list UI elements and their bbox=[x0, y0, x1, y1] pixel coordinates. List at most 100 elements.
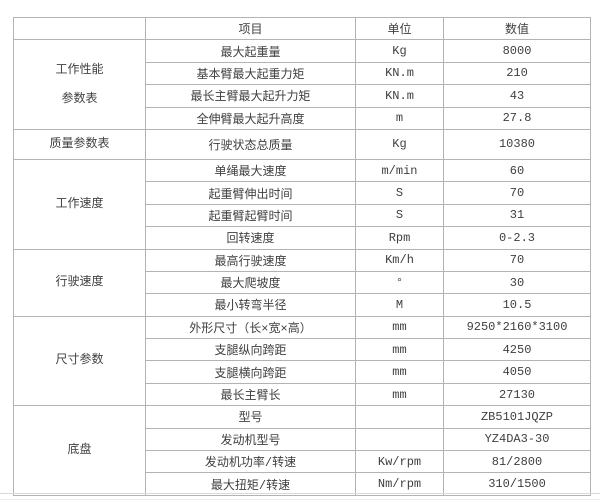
value-cell: 9250*2160*3100 bbox=[443, 315, 591, 340]
table-row: 尺寸参数 外形尺寸（长×宽×高） mm 9250*2160*3100 bbox=[13, 315, 591, 407]
item-cell: 发动机功率/转速 bbox=[145, 450, 356, 474]
value-cell: 8000 bbox=[443, 39, 591, 63]
table-row: 起重臂起臂时间 S 31 bbox=[14, 203, 591, 228]
item-cell: 最长主臂最大起升力矩 bbox=[145, 84, 356, 108]
item-cell: 回转速度 bbox=[145, 226, 356, 250]
table-row: 最大爬坡度 ° 30 bbox=[14, 270, 591, 295]
unit-cell bbox=[355, 405, 444, 429]
value-cell: 27130 bbox=[443, 382, 591, 407]
category-line: 底盘 bbox=[67, 443, 92, 458]
table-row: 发动机型号 YZ4DA3-30 bbox=[14, 427, 591, 452]
item-cell: 最高行驶速度 bbox=[145, 248, 356, 272]
unit-cell bbox=[355, 427, 444, 452]
header-row: 项目 单位 数值 bbox=[13, 16, 591, 41]
table-row: 最长主臂最大起升力矩 KN.m 43 bbox=[14, 84, 591, 108]
table-row: 工作速度 单绳最大速度 m/min 60 bbox=[13, 158, 591, 250]
unit-cell: m bbox=[355, 106, 444, 130]
item-cell: 最小转弯半径 bbox=[145, 293, 356, 317]
spec-table: 项目 单位 数值 工作性能 参数表 最大起重量 Kg 8000 基本臂最大起重力矩 KN.m… bbox=[13, 16, 591, 496]
unit-cell: Nm/rpm bbox=[355, 472, 444, 496]
value-cell: 4050 bbox=[443, 360, 591, 384]
table-row: 全伸臂最大起升高度 m 27.8 bbox=[14, 106, 591, 130]
category-line: 质量参数表 bbox=[49, 136, 110, 151]
unit-cell: mm bbox=[355, 315, 444, 340]
item-cell: 单绳最大速度 bbox=[145, 158, 356, 183]
item-cell: 支腿横向跨距 bbox=[145, 360, 356, 384]
category-line: 行驶速度 bbox=[55, 275, 104, 290]
table-row: 回转速度 Rpm 0-2.3 bbox=[14, 226, 591, 250]
table-row: 最小转弯半径 M 10.5 bbox=[14, 293, 591, 317]
header-category-cell bbox=[13, 16, 146, 41]
value-cell: 0-2.3 bbox=[443, 226, 591, 250]
category-cell: 行驶速度 bbox=[13, 248, 146, 317]
value-cell: 310/1500 bbox=[443, 472, 591, 496]
item-cell: 最大扭矩/转速 bbox=[145, 472, 356, 496]
table-row: 支腿横向跨距 mm 4050 bbox=[14, 360, 591, 384]
header-value-cell: 数值 bbox=[443, 16, 591, 41]
unit-cell: M bbox=[355, 293, 444, 317]
item-cell: 最大起重量 bbox=[145, 39, 356, 63]
value-cell: 27.8 bbox=[443, 106, 591, 130]
value-cell: 10.5 bbox=[443, 293, 591, 317]
unit-cell: Kw/rpm bbox=[355, 450, 444, 474]
unit-cell: S bbox=[355, 203, 444, 228]
unit-cell: Rpm bbox=[355, 226, 444, 250]
unit-cell: Kg bbox=[355, 39, 444, 63]
category-cell: 工作速度 bbox=[13, 158, 146, 250]
category-line: 工作速度 bbox=[55, 196, 104, 211]
footer-divider bbox=[0, 493, 600, 494]
category-cell: 尺寸参数 bbox=[13, 315, 146, 407]
header-item-cell: 项目 bbox=[145, 16, 356, 41]
unit-cell: S bbox=[355, 181, 444, 205]
value-cell: YZ4DA3-30 bbox=[443, 427, 591, 452]
category-line: 参数表 bbox=[61, 91, 98, 106]
unit-cell: mm bbox=[355, 360, 444, 384]
item-cell: 型号 bbox=[145, 405, 356, 429]
value-cell: 210 bbox=[443, 61, 591, 86]
unit-cell: ° bbox=[355, 270, 444, 295]
item-cell: 支腿纵向跨距 bbox=[145, 338, 356, 362]
table-row: 基本臂最大起重力矩 KN.m 210 bbox=[14, 61, 591, 86]
item-cell: 全伸臂最大起升高度 bbox=[145, 106, 356, 130]
category-line: 工作性能 bbox=[55, 62, 104, 77]
category-line: 尺寸参数 bbox=[55, 353, 104, 368]
unit-cell: mm bbox=[355, 338, 444, 362]
category-cell: 工作性能 参数表 bbox=[13, 39, 146, 130]
table-row: 底盘 型号 ZB5101JQZP bbox=[13, 405, 591, 496]
unit-cell: Kg bbox=[355, 128, 444, 160]
value-cell: 4250 bbox=[443, 338, 591, 362]
value-cell: 81/2800 bbox=[443, 450, 591, 474]
table-row: 支腿纵向跨距 mm 4250 bbox=[14, 338, 591, 362]
value-cell: 10380 bbox=[443, 128, 591, 160]
table-row: 质量参数表 行驶状态总质量 Kg 10380 bbox=[13, 128, 591, 160]
unit-cell: KN.m bbox=[355, 61, 444, 86]
table-row: 行驶速度 最高行驶速度 Km/h 70 bbox=[13, 248, 591, 317]
value-cell: 70 bbox=[443, 181, 591, 205]
item-cell: 发动机型号 bbox=[145, 427, 356, 452]
value-cell: ZB5101JQZP bbox=[443, 405, 591, 429]
unit-cell: Km/h bbox=[355, 248, 444, 272]
value-cell: 70 bbox=[443, 248, 591, 272]
table-row: 起重臂伸出时间 S 70 bbox=[14, 181, 591, 205]
value-cell: 60 bbox=[443, 158, 591, 183]
category-cell: 底盘 bbox=[13, 405, 146, 496]
table-row: 最长主臂长 mm 27130 bbox=[14, 382, 591, 407]
item-cell: 起重臂起臂时间 bbox=[145, 203, 356, 228]
item-cell: 外形尺寸（长×宽×高） bbox=[145, 315, 356, 340]
value-cell: 30 bbox=[443, 270, 591, 295]
table-row: 发动机功率/转速 Kw/rpm 81/2800 bbox=[14, 450, 591, 474]
table-row: 最大扭矩/转速 Nm/rpm 310/1500 bbox=[14, 472, 591, 496]
value-cell: 31 bbox=[443, 203, 591, 228]
item-cell: 基本臂最大起重力矩 bbox=[145, 61, 356, 86]
item-cell: 行驶状态总质量 bbox=[145, 128, 356, 160]
header-unit-cell: 单位 bbox=[355, 16, 444, 41]
unit-cell: m/min bbox=[355, 158, 444, 183]
item-cell: 起重臂伸出时间 bbox=[145, 181, 356, 205]
table-row: 工作性能 参数表 最大起重量 Kg 8000 bbox=[13, 39, 591, 130]
category-cell: 质量参数表 bbox=[13, 128, 146, 160]
unit-cell: KN.m bbox=[355, 84, 444, 108]
item-cell: 最长主臂长 bbox=[145, 382, 356, 407]
item-cell: 最大爬坡度 bbox=[145, 270, 356, 295]
value-cell: 43 bbox=[443, 84, 591, 108]
unit-cell: mm bbox=[355, 382, 444, 407]
